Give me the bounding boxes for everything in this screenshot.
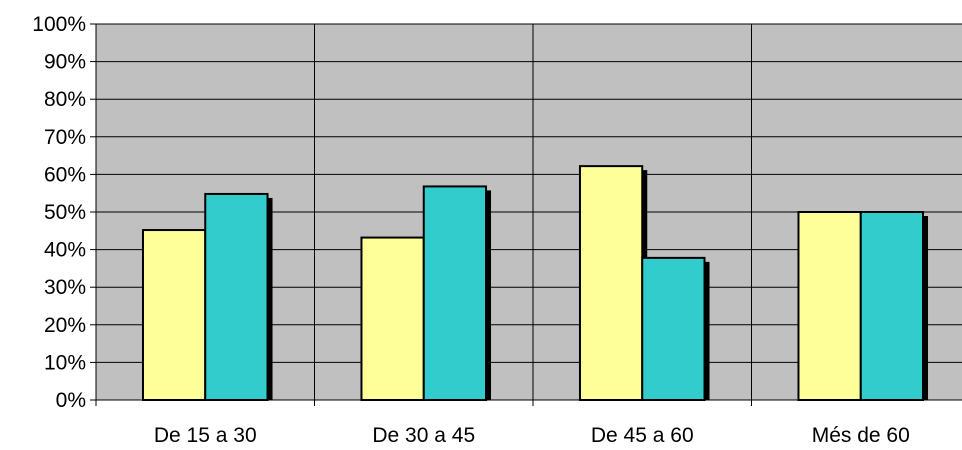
y-tick-label: 0% <box>56 389 86 412</box>
bar <box>141 229 207 401</box>
y-axis-tick-labels: 0% 10% 20% 30% 40% 50% 60% 70% 80% 90% 100% <box>32 13 86 412</box>
axes <box>90 23 962 406</box>
y-tick-label: 30% <box>44 276 86 299</box>
y-tick-label: 20% <box>44 314 86 337</box>
bar <box>204 192 269 401</box>
y-tick-label: 60% <box>44 163 86 186</box>
y-tick-label: 100% <box>32 13 86 36</box>
x-axis-category-labels: De 15 a 30 De 30 a 45 De 45 a 60 Més de 60 <box>154 424 910 447</box>
bar <box>797 211 862 401</box>
y-tick-label: 50% <box>44 201 86 224</box>
bar <box>578 165 644 401</box>
x-category-label: De 15 a 30 <box>154 424 257 447</box>
y-tick-label: 90% <box>44 51 86 74</box>
bar <box>641 256 706 402</box>
y-tick-label: 40% <box>44 239 86 262</box>
y-tick-label: 70% <box>44 126 86 149</box>
bar <box>422 185 488 401</box>
bars <box>141 165 929 402</box>
x-category-label: Més de 60 <box>812 424 910 447</box>
y-tick-label: 80% <box>44 88 86 111</box>
y-tick-label: 10% <box>44 351 86 374</box>
x-category-label: De 45 a 60 <box>591 424 694 447</box>
bar <box>859 211 925 401</box>
bar <box>360 236 425 401</box>
x-category-label: De 30 a 45 <box>372 424 475 447</box>
